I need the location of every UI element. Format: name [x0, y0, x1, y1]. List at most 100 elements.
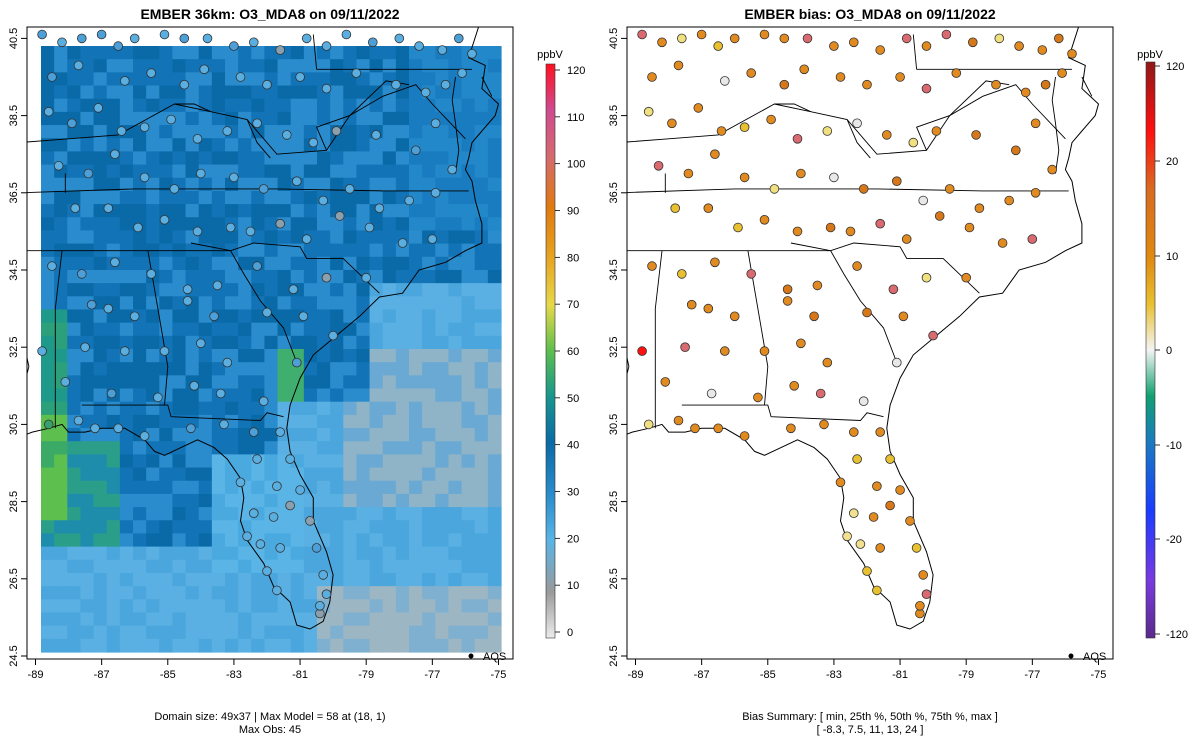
model-grid-cell: [146, 414, 160, 429]
model-grid-cell: [41, 46, 55, 60]
model-grid-cell: [119, 572, 134, 587]
bias-site-marker: [789, 380, 799, 391]
colorbar-tick-label: 120: [1166, 61, 1184, 73]
model-grid-cell: [198, 559, 213, 574]
model-grid-cell: [474, 414, 489, 429]
model-grid-cell: [119, 98, 134, 113]
bias-site-marker: [858, 396, 869, 407]
model-grid-cell: [369, 559, 384, 574]
model-grid-cell: [106, 322, 121, 337]
model-grid-cell: [382, 256, 397, 271]
colorbar-tick-label: 40: [567, 440, 579, 452]
model-grid-cell: [119, 85, 134, 100]
model-grid-cell: [277, 269, 292, 284]
model-grid-cell: [264, 349, 279, 363]
model-grid-cell: [277, 283, 292, 297]
model-grid-cell: [356, 559, 371, 574]
model-grid-cell: [67, 309, 82, 324]
model-grid-cell: [487, 72, 502, 87]
model-grid-cell: [146, 520, 160, 535]
state-border: [230, 250, 298, 363]
model-grid-cell: [185, 638, 200, 653]
model-grid-cell: [41, 138, 55, 152]
model-grid-cell: [119, 375, 134, 390]
model-grid-cell: [80, 533, 95, 548]
observation-site-marker: [113, 41, 123, 51]
model-grid-cell: [106, 638, 121, 653]
bias-site-marker: [653, 161, 664, 171]
model-grid-cell: [448, 454, 463, 469]
model-grid-cell: [435, 335, 450, 350]
model-grid-cell: [67, 98, 82, 113]
model-grid-cell: [54, 467, 68, 482]
model-grid-cell: [303, 217, 318, 232]
model-grid-cell: [93, 480, 108, 495]
model-grid-cell: [422, 269, 436, 284]
model-map-title: EMBER 36km: O3_MDA8 on 09/11/2022: [140, 6, 399, 22]
bias-site-marker: [822, 126, 833, 136]
model-grid-cell: [343, 230, 358, 245]
observation-site-marker: [374, 203, 385, 214]
model-grid-cell: [93, 322, 108, 337]
model-grid-cell: [238, 85, 252, 100]
model-grid-cell: [435, 467, 450, 482]
model-grid-cell: [409, 401, 423, 416]
model-grid-cell: [159, 625, 174, 640]
model-grid-cell: [41, 428, 55, 442]
model-grid-cell: [251, 335, 266, 350]
bias-site-marker: [931, 126, 942, 136]
model-grid-cell: [395, 586, 410, 600]
model-grid-cell: [119, 322, 134, 337]
model-grid-cell: [343, 401, 358, 416]
model-grid-cell: [264, 625, 279, 640]
model-grid-cell: [330, 625, 344, 640]
model-grid-cell: [448, 493, 463, 508]
colorbar-tick-label: 110: [567, 112, 585, 124]
model-grid-cell: [303, 493, 318, 508]
model-grid-cell: [474, 533, 489, 548]
model-grid-cell: [172, 493, 187, 508]
model-grid-cell: [395, 217, 410, 232]
bias-site-marker: [881, 130, 892, 140]
state-border: [246, 119, 271, 159]
bias-site-marker: [835, 72, 846, 82]
model-grid-cell: [343, 428, 358, 442]
model-grid-cell: [409, 388, 423, 403]
model-grid-cell: [106, 586, 121, 600]
model-grid-cell: [93, 85, 108, 100]
model-grid-cell: [356, 256, 371, 271]
model-grid-cell: [409, 586, 423, 600]
model-grid-cell: [303, 362, 318, 376]
bias-site-marker: [961, 272, 971, 283]
model-grid-cell: [369, 349, 384, 363]
model-grid-cell: [382, 625, 397, 640]
bias-site-marker: [719, 76, 730, 86]
observation-site-marker: [410, 145, 421, 156]
model-grid-cell: [382, 401, 397, 416]
model-grid-cell: [382, 546, 397, 561]
model-grid-cell: [225, 428, 239, 442]
observation-site-marker: [80, 342, 90, 353]
model-grid-cell: [356, 612, 371, 627]
model-grid-cell: [343, 559, 358, 574]
model-grid-cell: [146, 546, 160, 561]
model-grid-cell: [343, 625, 358, 640]
model-grid-cell: [422, 441, 436, 455]
model-grid-cell: [277, 520, 292, 535]
model-grid-cell: [317, 164, 331, 179]
model-grid-cell: [448, 322, 463, 337]
bias-site-marker: [713, 41, 723, 51]
model-grid-cell: [474, 612, 489, 627]
model-grid-cell: [54, 388, 68, 403]
model-grid-cell: [264, 493, 279, 508]
model-grid-cell: [448, 586, 463, 600]
observation-site-marker: [321, 589, 332, 599]
model-grid-cell: [317, 493, 331, 508]
model-grid-cell: [172, 98, 187, 113]
model-grid-cell: [382, 322, 397, 337]
model-grid-cell: [330, 586, 344, 600]
model-grid-cell: [264, 401, 279, 416]
model-grid-cell: [330, 151, 344, 166]
bias-site-marker: [796, 168, 806, 179]
model-grid-cell: [487, 243, 502, 258]
